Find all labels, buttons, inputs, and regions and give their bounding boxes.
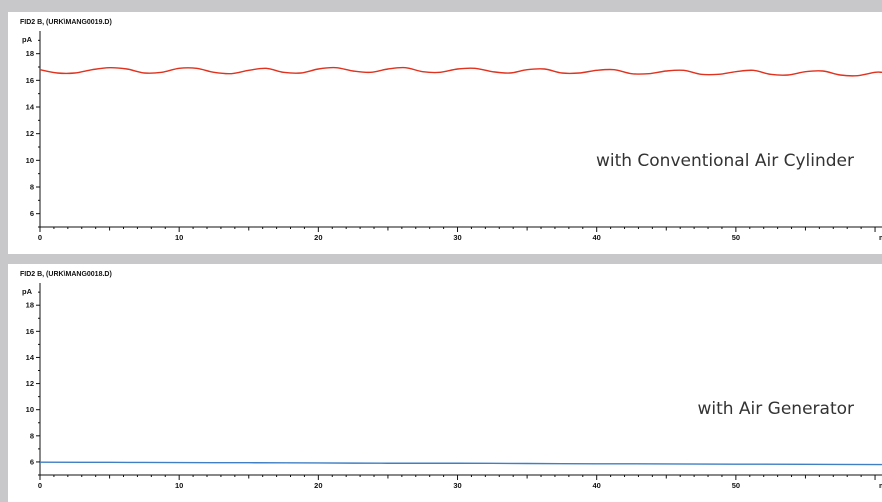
x-axis-label-generator: min — [879, 481, 882, 490]
series-line-cylinder — [39, 66, 882, 77]
y-tick-label-generator: 18 — [26, 301, 34, 310]
x-tick-label-cylinder: 30 — [453, 233, 461, 242]
x-tick-label-cylinder: 0 — [38, 233, 42, 242]
chart-panel-cylinder: FID2 B, (URK\MANG0019.D) pA 6 8 10 12 14 16 18 0 1… — [8, 12, 882, 254]
x-tick-label-generator: 0 — [38, 481, 42, 490]
chart-title-generator: FID2 B, (URK\MANG0018.D) — [20, 271, 112, 278]
x-tick-label-generator: 20 — [314, 481, 322, 490]
y-tick-label-cylinder: 6 — [30, 209, 34, 218]
x-tick-label-cylinder: 10 — [175, 233, 183, 242]
y-tick-label-cylinder: 14 — [26, 103, 35, 112]
y-tick-label-cylinder: 12 — [26, 129, 34, 138]
y-tick-label-generator: 6 — [30, 457, 34, 466]
x-tick-label-cylinder: 50 — [732, 233, 740, 242]
x-tick-label-generator: 30 — [453, 481, 461, 490]
x-tick-label-generator: 50 — [732, 481, 740, 490]
y-tick-label-cylinder: 10 — [26, 156, 34, 165]
y-tick-label-generator: 10 — [26, 405, 34, 414]
y-tick-label-generator: 14 — [26, 353, 35, 362]
chart-svg-cylinder: FID2 B, (URK\MANG0019.D) pA 6 8 10 12 14 16 18 0 1… — [20, 19, 882, 242]
y-axis-label-cylinder: pA — [22, 35, 33, 44]
y-tick-label-generator: 12 — [26, 379, 34, 388]
x-axis-label-cylinder: min — [879, 233, 882, 242]
y-axis-label-generator: pA — [22, 287, 33, 296]
series-line-generator — [39, 461, 882, 466]
annotation-generator: with Air Generator — [697, 399, 854, 419]
y-tick-label-cylinder: 8 — [30, 183, 34, 192]
chart-svg-generator: FID2 B, (URK\MANG0018.D) pA 6 8 10 12 14 16 18 0 1… — [20, 271, 882, 490]
y-tick-label-generator: 8 — [30, 431, 34, 440]
y-tick-label-cylinder: 16 — [26, 76, 34, 85]
chart-title-cylinder: FID2 B, (URK\MANG0019.D) — [20, 19, 112, 26]
x-tick-label-generator: 10 — [175, 481, 183, 490]
annotation-cylinder: with Conventional Air Cylinder — [595, 151, 854, 171]
y-tick-label-cylinder: 18 — [26, 49, 34, 58]
x-tick-label-cylinder: 20 — [314, 233, 322, 242]
y-tick-label-generator: 16 — [26, 327, 34, 336]
chart-panel-generator: FID2 B, (URK\MANG0018.D) pA 6 8 10 12 14 16 18 0 1… — [8, 264, 882, 502]
x-tick-label-generator: 40 — [593, 481, 601, 490]
x-tick-label-cylinder: 40 — [593, 233, 601, 242]
